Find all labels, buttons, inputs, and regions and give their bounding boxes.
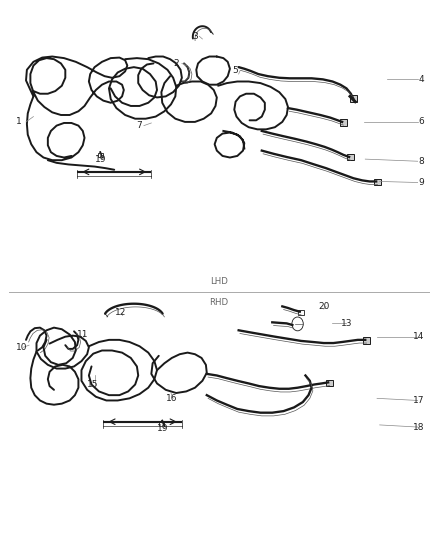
Text: 4: 4 <box>419 75 424 84</box>
Text: 20: 20 <box>318 302 330 311</box>
Text: 18: 18 <box>413 423 424 432</box>
Text: 6: 6 <box>418 117 424 126</box>
Bar <box>347 154 354 160</box>
Text: 19: 19 <box>157 424 169 433</box>
Text: 7: 7 <box>136 121 142 130</box>
Text: 10: 10 <box>16 343 28 352</box>
Text: 2: 2 <box>173 59 179 68</box>
Bar <box>340 119 347 126</box>
Text: 1: 1 <box>16 117 22 126</box>
Text: 11: 11 <box>77 330 88 339</box>
Text: 17: 17 <box>413 396 424 405</box>
Text: 15: 15 <box>87 380 99 389</box>
Text: 5: 5 <box>232 67 238 75</box>
Bar <box>159 422 164 426</box>
Bar <box>374 179 381 185</box>
Text: 13: 13 <box>341 319 352 328</box>
Text: 3: 3 <box>192 32 198 41</box>
Bar <box>350 95 357 102</box>
Text: 16: 16 <box>166 394 177 403</box>
Bar <box>98 153 103 157</box>
Text: 14: 14 <box>413 332 424 341</box>
Bar <box>326 379 333 386</box>
Text: 12: 12 <box>115 308 127 317</box>
Text: 8: 8 <box>418 157 424 166</box>
Text: LHD: LHD <box>210 277 228 286</box>
Bar <box>297 310 304 315</box>
Text: 9: 9 <box>418 178 424 187</box>
Text: RHD: RHD <box>209 298 229 308</box>
Text: 19: 19 <box>95 155 106 164</box>
Bar <box>363 337 370 344</box>
